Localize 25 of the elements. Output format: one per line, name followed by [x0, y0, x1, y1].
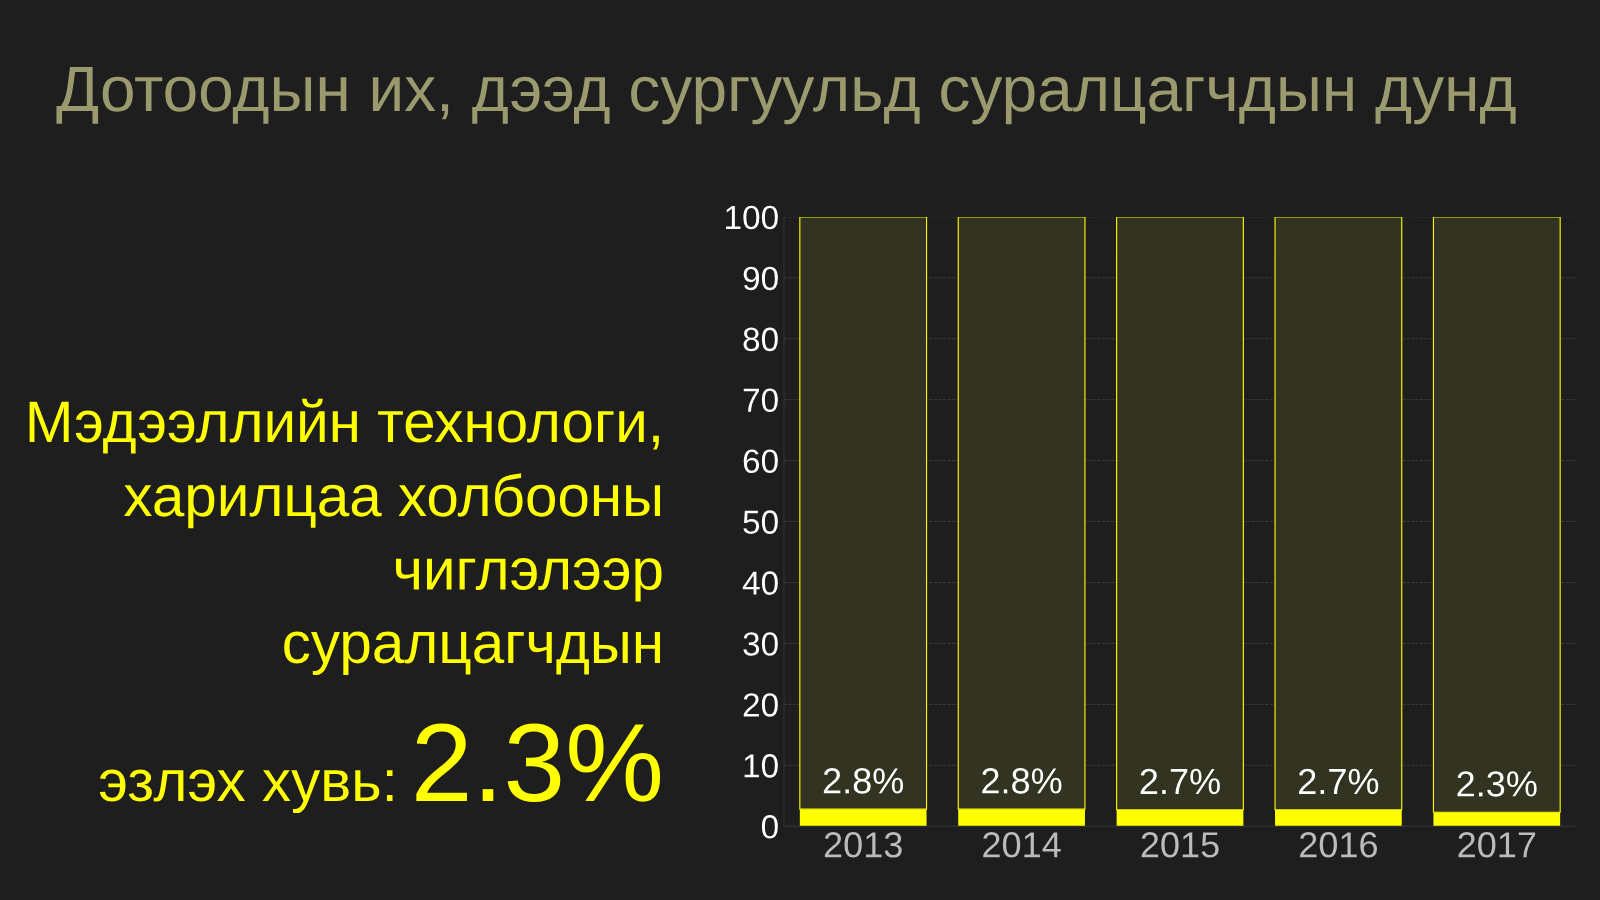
y-tick-label: 100 [726, 205, 778, 230]
y-tick-label: 70 [743, 388, 778, 413]
x-tick-label: 2015 [1141, 832, 1219, 858]
y-tick-label: 50 [743, 510, 778, 534]
y-tick-label: 90 [743, 266, 778, 291]
text: Мэдээллийн технологи, харилцаа холбооны чиглэлээр суралцагчдын [29, 398, 662, 675]
data-label: 2.8% [823, 768, 904, 794]
text: 2.3% [416, 723, 661, 803]
data-label: 2.3% [1457, 771, 1537, 797]
x-tick-label: 2017 [1458, 832, 1536, 858]
y-tick-label: 0 [761, 815, 778, 839]
y-tick-label: 40 [742, 571, 778, 595]
y-tick-label: 30 [743, 632, 778, 656]
y-tick-label: 60 [743, 449, 778, 474]
y-tick-label: 10 [744, 754, 778, 778]
data-label: 2.7% [1299, 768, 1379, 795]
x-tick-label: 2014 [983, 832, 1061, 858]
x-tick-label: 2016 [1300, 832, 1377, 858]
data-label: 2.7% [1140, 768, 1220, 795]
x-tick-label: 2013 [824, 832, 902, 858]
y-tick-label: 80 [743, 327, 778, 352]
data-label: 2.8% [982, 768, 1062, 794]
chart-title: Дотоодын их, дээд сургуульд суралцагчдын дунд [56, 67, 1516, 125]
y-tick-label: 20 [743, 693, 778, 717]
text: эзлэх хувь: [99, 769, 393, 814]
